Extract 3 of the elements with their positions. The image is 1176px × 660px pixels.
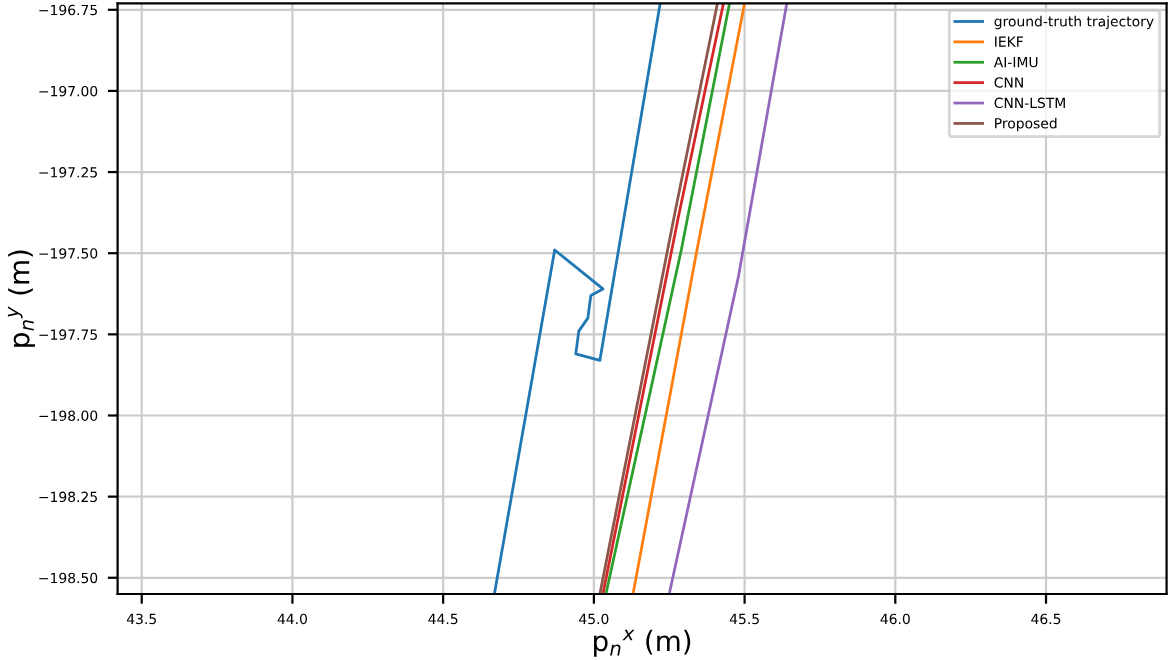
line-series	[493, 3, 662, 594]
y-axis-title: p$_{n}$$^{y}$ (m)	[7, 250, 35, 347]
x-axis-title: p$_{n}$$^{x}$ (m)	[594, 629, 691, 657]
